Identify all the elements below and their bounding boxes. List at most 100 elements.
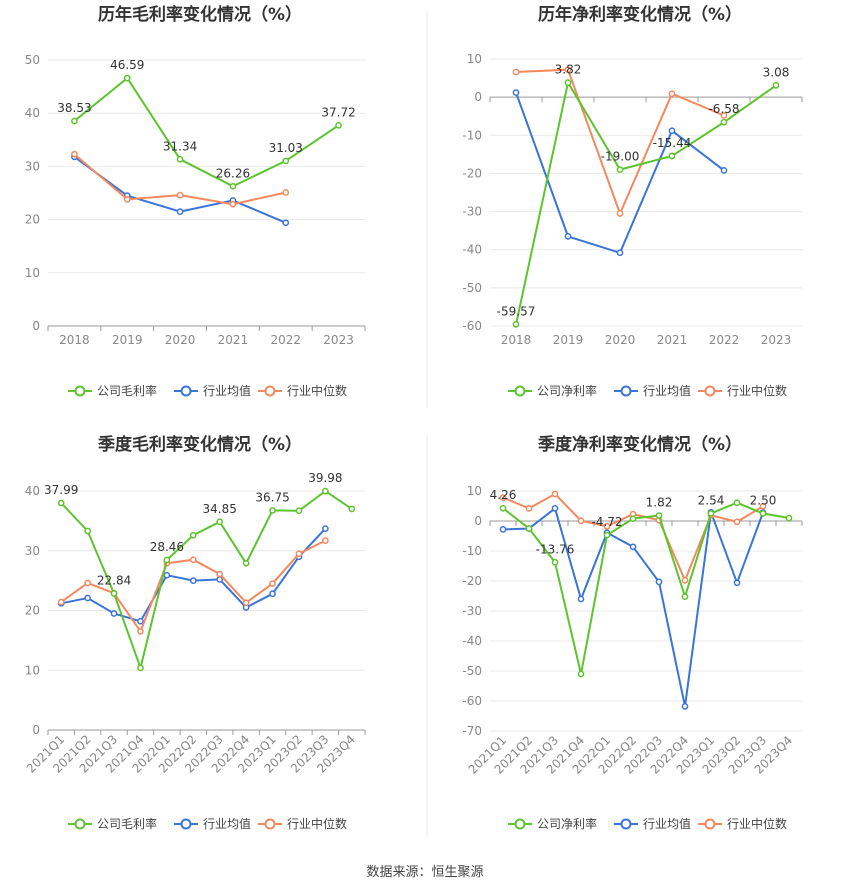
legend-swatch-marker	[264, 385, 276, 397]
data-point	[322, 525, 329, 532]
data-label: 37.72	[321, 105, 355, 119]
y-tick-label: -70	[462, 724, 482, 738]
legend-item[interactable]: 行业均值	[614, 383, 691, 398]
data-point	[163, 556, 171, 564]
data-point	[295, 550, 303, 558]
data-point	[512, 89, 520, 96]
series-line	[73, 76, 340, 188]
y-tick-label: -60	[462, 694, 482, 708]
legend-item[interactable]: 行业均值	[174, 816, 251, 831]
data-point	[176, 208, 184, 215]
legend-label: 公司毛利率	[97, 816, 157, 831]
data-point	[525, 525, 533, 532]
data-point	[720, 118, 728, 126]
data-label: 31.34	[163, 139, 197, 153]
data-point	[707, 510, 715, 517]
data-point	[84, 579, 91, 587]
y-tick-label: 50	[25, 53, 40, 67]
legend-item[interactable]: 公司净利率	[508, 816, 597, 831]
chart-title: 历年毛利率变化情况（%）	[98, 4, 302, 25]
legend-swatch-marker	[74, 385, 86, 397]
y-tick-label: -60	[462, 319, 482, 333]
y-tick-label: 10	[467, 484, 482, 498]
x-tick-label: 2020	[165, 333, 196, 347]
data-point	[84, 527, 91, 535]
data-point	[269, 507, 276, 514]
data-label: 2.50	[750, 494, 777, 508]
legend-swatch-marker	[514, 385, 526, 397]
y-tick-label: -30	[462, 604, 482, 618]
data-point	[629, 543, 637, 551]
data-point	[57, 598, 65, 606]
chart-title: 季度净利率变化情况（%）	[538, 434, 742, 455]
chart-annual-net-margin: 历年净利率变化情况（%） -60 -50 -40 -30 -20 -10 0 10 2018 201…	[462, 4, 803, 398]
data-point	[525, 505, 533, 512]
legend-swatch-marker	[180, 818, 192, 830]
data-label: -6.58	[708, 102, 739, 116]
legend-label: 公司毛利率	[97, 383, 157, 398]
data-point	[216, 576, 224, 583]
legend-label: 行业中位数	[727, 383, 787, 398]
data-point	[603, 523, 611, 530]
data-point	[57, 499, 65, 507]
x-tick-label: 2021	[657, 333, 688, 347]
chart-title: 历年净利率变化情况（%）	[538, 4, 742, 25]
legend-item[interactable]: 行业中位数	[698, 816, 787, 831]
legend-label: 行业均值	[643, 816, 691, 831]
legend-swatch-marker	[74, 818, 86, 830]
data-label: 26.26	[216, 166, 250, 180]
y-tick-label: 20	[25, 604, 40, 618]
data-point	[720, 112, 728, 119]
data-point	[189, 531, 197, 539]
data-point	[163, 571, 171, 579]
legend-item[interactable]: 公司毛利率	[68, 816, 157, 831]
legend-item[interactable]: 行业中位数	[698, 383, 787, 398]
data-point	[733, 499, 741, 507]
data-label: 31.03	[269, 141, 303, 155]
data-point	[668, 127, 676, 135]
data-point	[564, 66, 572, 74]
series-line	[502, 506, 764, 707]
legend-label: 行业均值	[203, 383, 251, 398]
data-point	[295, 507, 303, 515]
data-point	[110, 590, 118, 597]
legend-item[interactable]: 公司净利率	[508, 383, 597, 398]
y-tick-label: -30	[462, 205, 482, 219]
data-point	[269, 590, 276, 598]
legend-label: 行业中位数	[287, 383, 347, 398]
x-tick-label: 2022	[709, 333, 740, 347]
data-label: 46.59	[110, 58, 144, 72]
legend-item[interactable]: 行业中位数	[258, 816, 347, 831]
data-point	[216, 570, 224, 578]
data-point	[499, 504, 507, 512]
y-tick-label: -20	[462, 574, 482, 588]
data-point	[655, 512, 663, 519]
data-point	[499, 526, 507, 533]
legend-item[interactable]: 行业中位数	[258, 383, 347, 398]
data-point	[137, 617, 144, 625]
data-point	[733, 579, 741, 587]
data-point	[785, 514, 793, 522]
data-point	[137, 664, 144, 672]
x-tick-label: 2020	[605, 333, 636, 347]
data-point	[176, 155, 184, 163]
legend-item[interactable]: 行业均值	[614, 816, 691, 831]
data-point	[603, 531, 611, 539]
legend-label: 行业均值	[203, 816, 251, 831]
legend-swatch-marker	[620, 818, 632, 830]
legend-swatch-marker	[514, 818, 526, 830]
data-point	[577, 517, 585, 525]
data-point	[216, 518, 224, 526]
legend-item[interactable]: 行业均值	[174, 383, 251, 398]
legend-item[interactable]: 公司毛利率	[68, 383, 157, 398]
data-label: 38.53	[57, 101, 91, 115]
data-point	[282, 219, 290, 227]
y-tick-label: 30	[25, 159, 40, 173]
legend-label: 公司净利率	[537, 816, 597, 831]
data-point	[269, 580, 276, 587]
x-tick-label: 2021	[218, 333, 249, 347]
y-tick-label: -10	[462, 128, 482, 142]
data-label: 37.99	[44, 483, 78, 497]
data-point	[759, 502, 767, 510]
x-tick-label: 2022	[270, 333, 301, 347]
